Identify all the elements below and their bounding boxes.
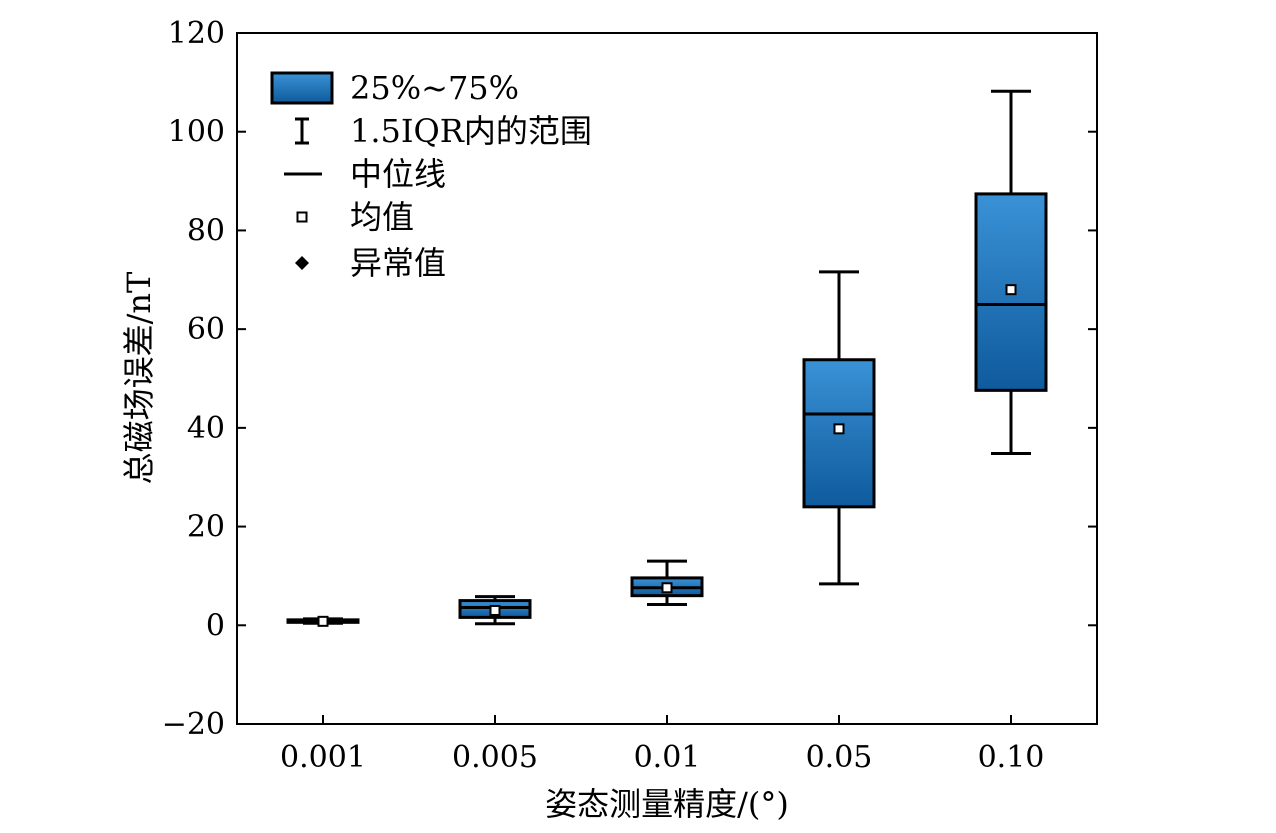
legend-item: 1.5IQR内的范围	[295, 112, 592, 150]
box-0.005	[458, 595, 532, 626]
legend-label: 异常值	[350, 244, 446, 282]
legend-box-swatch	[270, 71, 334, 105]
x-tick-label: 0.10	[978, 740, 1045, 775]
y-tick-label: 0	[206, 608, 225, 643]
mean-marker	[317, 615, 329, 627]
y-tick-label: 100	[168, 115, 225, 150]
boxes-layer	[286, 89, 1048, 627]
y-tick-label: 20	[187, 510, 225, 545]
y-axis: −20 0 20 40 60 80 100 120	[162, 16, 1097, 742]
x-axis-title: 姿态测量精度/(°)	[545, 785, 789, 823]
x-axis: 0.001 0.005 0.01 0.05 0.10	[280, 715, 1044, 775]
box-0.05	[802, 270, 876, 586]
mean-marker	[1005, 284, 1017, 296]
legend-item: 25%~75%	[270, 69, 519, 107]
y-tick-label: 120	[168, 16, 225, 51]
mean-marker	[489, 604, 501, 616]
iqr-box	[974, 192, 1048, 392]
legend-outlier-swatch	[295, 256, 309, 270]
y-axis-title: 总磁场误差/nT	[120, 271, 158, 484]
legend-label: 25%~75%	[350, 69, 519, 107]
y-tick-label: 40	[187, 411, 225, 446]
box-0.01	[630, 559, 704, 607]
legend-item: 异常值	[295, 244, 446, 282]
mean-marker	[661, 582, 673, 594]
box-0.001	[286, 615, 360, 627]
x-tick-label: 0.001	[280, 740, 366, 775]
box-0.10	[974, 89, 1048, 456]
legend-item: 均值	[296, 198, 414, 236]
x-tick-label: 0.005	[452, 740, 538, 775]
x-tick-label: 0.05	[806, 740, 873, 775]
legend-label: 1.5IQR内的范围	[350, 112, 592, 150]
y-tick-label: −20	[162, 707, 225, 742]
x-tick-label: 0.01	[634, 740, 701, 775]
legend-label: 中位线	[350, 155, 446, 193]
y-tick-label: 80	[187, 213, 225, 248]
mean-marker	[833, 423, 845, 435]
legend-item: 中位线	[284, 155, 446, 193]
y-tick-label: 60	[187, 312, 225, 347]
legend-mean-swatch	[296, 211, 308, 223]
legend-label: 均值	[350, 198, 414, 236]
